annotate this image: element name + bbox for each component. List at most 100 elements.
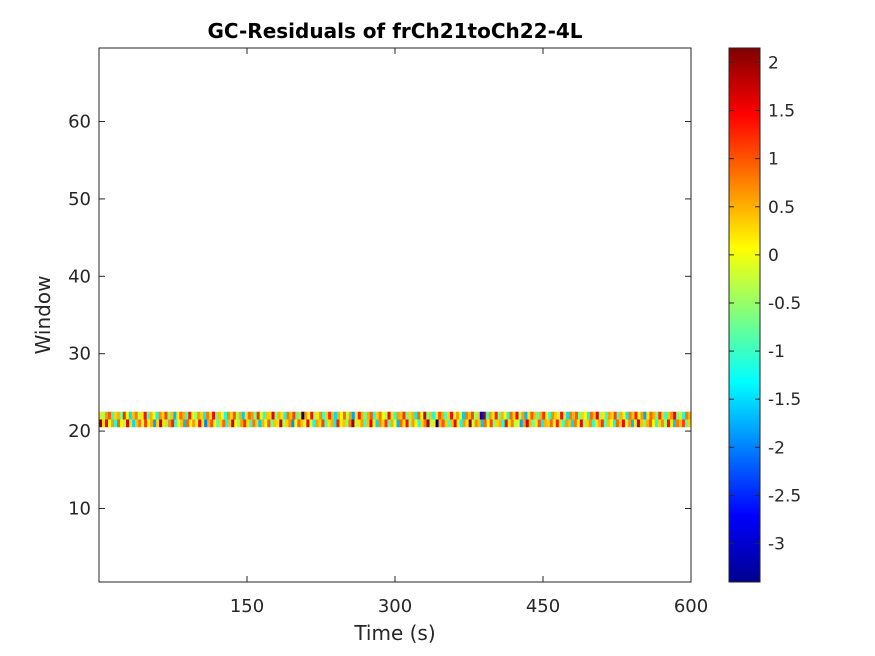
heatmap-cell bbox=[429, 419, 433, 428]
heatmap-cell bbox=[301, 411, 305, 420]
colorbar-tick-label: 2 bbox=[768, 53, 779, 73]
heatmap-cell bbox=[126, 419, 130, 428]
heatmap-cell bbox=[601, 411, 606, 420]
heatmap-cell bbox=[258, 419, 262, 428]
heatmap-cell bbox=[110, 411, 115, 420]
heatmap-cell bbox=[167, 411, 171, 420]
heatmap-cell bbox=[153, 419, 157, 428]
heatmap-cell bbox=[594, 419, 599, 428]
heatmap-cell bbox=[450, 411, 454, 420]
heatmap-cell bbox=[313, 411, 317, 420]
heatmap-cell bbox=[510, 419, 515, 428]
heatmap-cell bbox=[117, 419, 121, 428]
heatmap-cell bbox=[649, 411, 653, 420]
heatmap-cell bbox=[289, 411, 293, 420]
heatmap-cell bbox=[265, 411, 269, 420]
heatmap-cell bbox=[131, 411, 136, 420]
heatmap-cell bbox=[580, 411, 585, 420]
heatmap-cell bbox=[134, 411, 139, 420]
heatmap-cell bbox=[256, 411, 261, 420]
heatmap-cell bbox=[226, 411, 231, 420]
x-axis-label: Time (s) bbox=[353, 621, 435, 645]
heatmap-cell bbox=[107, 411, 112, 420]
heatmap-cell bbox=[232, 411, 237, 420]
x-tick-label: 450 bbox=[526, 596, 560, 617]
heatmap-cell bbox=[357, 411, 362, 420]
heatmap-cell bbox=[681, 419, 686, 428]
heatmap-cell bbox=[552, 419, 557, 428]
heatmap-cell bbox=[631, 411, 635, 420]
heatmap-cell bbox=[217, 411, 222, 420]
colorbar-tick-label: 1 bbox=[768, 150, 779, 170]
heatmap-cell bbox=[423, 419, 427, 428]
heatmap-cell bbox=[372, 419, 376, 428]
heatmap-cell bbox=[363, 419, 367, 428]
heatmap-cell bbox=[324, 419, 328, 428]
heatmap-cell bbox=[476, 411, 481, 420]
heatmap-cell bbox=[458, 411, 463, 420]
heatmap-cell bbox=[672, 419, 677, 428]
heatmap-cell bbox=[447, 411, 451, 420]
heatmap-cell bbox=[473, 411, 478, 420]
heatmap-cell bbox=[159, 419, 163, 428]
heatmap-cell bbox=[366, 419, 370, 428]
heatmap-cell bbox=[268, 411, 272, 420]
heatmap-cell bbox=[651, 419, 656, 428]
heatmap-cell bbox=[318, 419, 322, 428]
y-tick-label: 40 bbox=[68, 266, 91, 287]
heatmap-cell bbox=[342, 411, 347, 420]
heatmap-cell bbox=[173, 411, 177, 420]
heatmap-cell bbox=[396, 411, 400, 420]
heatmap-cell bbox=[155, 411, 159, 420]
heatmap-cell bbox=[235, 411, 240, 420]
heatmap-cell bbox=[619, 411, 623, 420]
heatmap-cell bbox=[381, 411, 385, 420]
heatmap-cell bbox=[555, 419, 560, 428]
heatmap-cell bbox=[595, 411, 600, 420]
heatmap-cell bbox=[393, 411, 397, 420]
heatmap-cell bbox=[247, 411, 252, 420]
heatmap-cell bbox=[613, 411, 618, 420]
heatmap-cell bbox=[162, 419, 166, 428]
colorbar-tick-label: -0.5 bbox=[768, 294, 801, 314]
heatmap-cell bbox=[585, 419, 590, 428]
heatmap-cell bbox=[182, 411, 186, 420]
heatmap-cell bbox=[229, 411, 234, 420]
heatmap-cell bbox=[461, 411, 466, 420]
heatmap-cell bbox=[652, 411, 656, 420]
heatmap-cell bbox=[267, 419, 271, 428]
heatmap-cell bbox=[345, 419, 349, 428]
chart-title: GC-Residuals of frCh21toCh22-4L bbox=[207, 19, 582, 43]
heatmap-cell bbox=[582, 419, 587, 428]
heatmap-cell bbox=[492, 419, 497, 428]
heatmap-cell bbox=[253, 411, 258, 420]
heatmap-cell bbox=[222, 419, 226, 428]
heatmap-cell bbox=[533, 411, 537, 420]
heatmap-cell bbox=[165, 419, 169, 428]
heatmap-cell bbox=[201, 419, 205, 428]
heatmap-cell bbox=[411, 419, 415, 428]
heatmap-cell bbox=[384, 419, 388, 428]
heatmap-cell bbox=[485, 411, 490, 420]
heatmap-cell bbox=[660, 419, 665, 428]
heatmap-cell bbox=[345, 411, 350, 420]
heatmap-cell bbox=[198, 419, 202, 428]
heatmap-cell bbox=[589, 411, 594, 420]
heatmap-cell bbox=[333, 419, 337, 428]
heatmap-cell bbox=[295, 411, 299, 420]
heatmap-cell bbox=[616, 411, 620, 420]
heatmap-cell bbox=[598, 411, 603, 420]
heatmap-cell bbox=[524, 411, 528, 420]
heatmap-cell bbox=[339, 411, 344, 420]
heatmap-cell bbox=[557, 411, 561, 420]
heatmap-cell bbox=[566, 411, 570, 420]
heatmap-cell bbox=[569, 411, 573, 420]
heatmap-cell bbox=[634, 411, 638, 420]
heatmap-cell bbox=[191, 411, 195, 420]
heatmap-cell bbox=[259, 411, 264, 420]
heatmap-cell bbox=[682, 411, 686, 420]
heatmap-cell bbox=[588, 419, 593, 428]
heatmap-cell bbox=[534, 419, 539, 428]
y-tick-label: 60 bbox=[68, 112, 91, 133]
